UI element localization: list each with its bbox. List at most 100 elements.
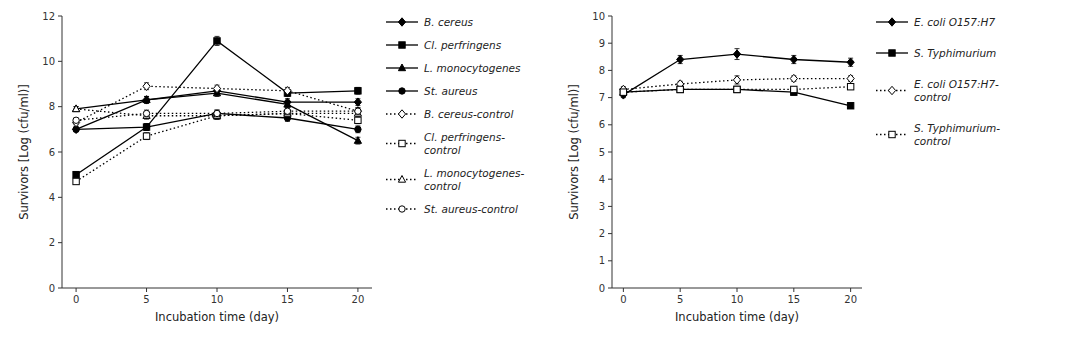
marker: [143, 82, 150, 90]
error-bar: [735, 87, 740, 92]
y-tick: [58, 16, 62, 17]
marker: [214, 110, 220, 116]
y-tick: [608, 288, 612, 289]
marker: [213, 84, 220, 92]
y-tick-label: 12: [42, 11, 55, 22]
series-line: [623, 87, 850, 92]
y-tick-label: 10: [42, 56, 55, 67]
chart: 05101520024681012Incubation time (day)Su…: [0, 0, 1081, 345]
marker: [284, 87, 291, 95]
error-bar: [678, 87, 683, 92]
legend-entry: St. aureus: [386, 85, 478, 97]
marker: [214, 110, 220, 116]
y-tick: [608, 124, 612, 125]
y-tick-label: 10: [592, 11, 605, 22]
legend-label: St. aureus-control: [424, 203, 518, 215]
legend-label: B. cereus: [424, 16, 474, 28]
x-tick-label: 15: [281, 294, 294, 305]
legend-label: B. cereus-control: [424, 108, 514, 120]
marker: [284, 108, 290, 114]
marker: [888, 86, 895, 94]
marker: [888, 18, 895, 26]
marker: [354, 107, 361, 115]
y-tick: [608, 152, 612, 153]
y-tick: [608, 70, 612, 71]
error-bar: [621, 89, 626, 94]
legend-label-line: St. aureus: [424, 85, 478, 97]
y-tick: [58, 152, 62, 153]
marker: [284, 100, 291, 107]
legend: E. coli O157:H7S. TyphimuriumE. coli O15…: [876, 16, 1000, 147]
legend-label-line: control: [914, 91, 951, 103]
y-tick: [58, 61, 62, 62]
error-bar: [355, 126, 360, 133]
error-bar: [74, 127, 79, 132]
series-line: [76, 109, 358, 116]
marker: [73, 178, 79, 184]
y-tick: [608, 43, 612, 44]
legend-entry: B. cereus: [386, 16, 474, 28]
error-bar: [74, 118, 79, 123]
legend-label: S. Typhimurium: [914, 47, 996, 59]
y-tick-label: 0: [49, 283, 55, 294]
marker: [733, 50, 740, 58]
marker: [847, 84, 853, 90]
legend-label: Cl. perfringens-control: [424, 131, 505, 156]
marker: [677, 86, 683, 92]
series-line: [76, 93, 358, 141]
error-bar: [791, 87, 796, 92]
marker: [355, 126, 361, 132]
error-bar: [74, 127, 79, 132]
marker: [620, 89, 626, 95]
series: [620, 49, 854, 99]
series: [72, 82, 361, 127]
marker: [73, 117, 79, 123]
marker: [734, 86, 740, 92]
series: [620, 84, 854, 96]
error-bar: [144, 133, 149, 140]
marker: [733, 76, 740, 84]
error-bar: [285, 108, 290, 115]
legend: B. cereusCl. perfringensL. monocytogenes…: [386, 16, 524, 215]
y-tick-label: 3: [599, 201, 605, 212]
marker: [399, 206, 405, 212]
marker: [677, 55, 684, 63]
legend-label-line: control: [424, 180, 461, 192]
marker: [143, 110, 149, 116]
legend-entry: St. aureus-control: [386, 203, 518, 215]
legend-entry: L. monocytogenes: [386, 62, 521, 74]
marker: [354, 137, 361, 144]
marker: [847, 58, 854, 66]
marker: [889, 131, 895, 137]
legend-label-line: B. cereus: [424, 16, 474, 28]
legend-label-line: L. monocytogenes: [424, 62, 521, 74]
series: [73, 110, 361, 185]
series-line: [76, 113, 358, 181]
error-bar: [678, 87, 683, 92]
y-tick-label: 4: [49, 192, 55, 203]
marker: [143, 96, 150, 104]
y-tick-label: 8: [599, 65, 605, 76]
y-tick: [58, 197, 62, 198]
y-tick-label: 8: [49, 101, 55, 112]
y-tick: [58, 288, 62, 289]
panel: 05101520024681012Incubation time (day)Su…: [17, 11, 524, 325]
error-bar: [144, 110, 149, 117]
series-line: [76, 111, 358, 120]
y-tick-label: 7: [599, 92, 605, 103]
legend-label: St. aureus: [424, 85, 478, 97]
plot-area: [72, 36, 361, 184]
legend-entry: E. coli O157:H7-control: [876, 78, 999, 103]
series: [72, 105, 361, 119]
marker: [398, 18, 405, 26]
y-tick: [608, 206, 612, 207]
error-bar: [144, 124, 149, 131]
legend-entry: L. monocytogenes-control: [386, 167, 524, 192]
legend-label-line: E. coli O157:H7-: [914, 78, 999, 90]
x-tick: [217, 288, 218, 292]
y-axis-label: Survivors [Log (cfu/ml)]: [567, 84, 581, 220]
panel: 05101520012345678910Incubation time (day…: [567, 11, 1000, 325]
error-bar: [74, 179, 79, 184]
error-bar: [144, 124, 149, 131]
legend-entry: B. cereus-control: [386, 108, 514, 120]
